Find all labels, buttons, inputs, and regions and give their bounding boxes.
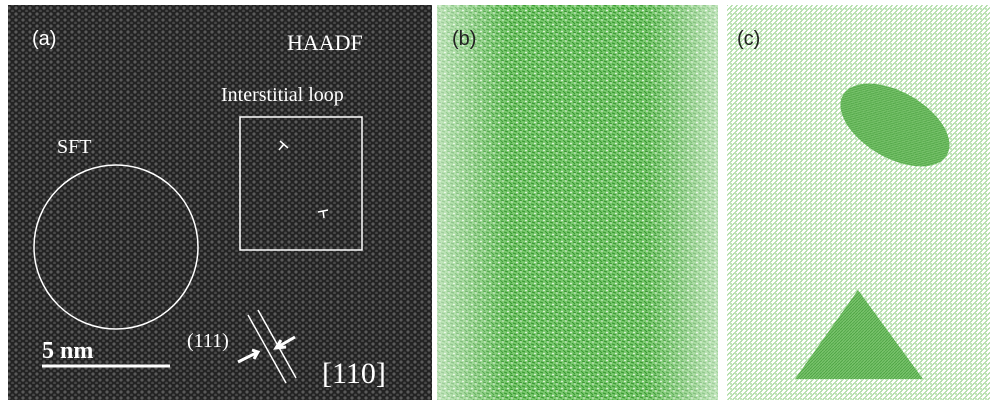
figure: (a) HAADF Interstitial loop SFT 5 nm (11… [0, 0, 996, 403]
panel-c: (c) [727, 5, 990, 400]
panel-b: (b) [437, 5, 718, 400]
annotation: [110] [322, 357, 386, 390]
panel-label: (c) [737, 28, 760, 50]
annotation: Interstitial loop [221, 84, 344, 106]
panel-a: (a) HAADF Interstitial loop SFT 5 nm (11… [8, 5, 432, 400]
scale-bar-label: 5 nm [42, 338, 93, 364]
panel-label: (a) [32, 28, 56, 50]
panel-label: (b) [452, 28, 476, 50]
annotation: (111) [187, 330, 229, 352]
panel-title: HAADF [287, 30, 363, 55]
annotation: SFT [57, 136, 91, 158]
